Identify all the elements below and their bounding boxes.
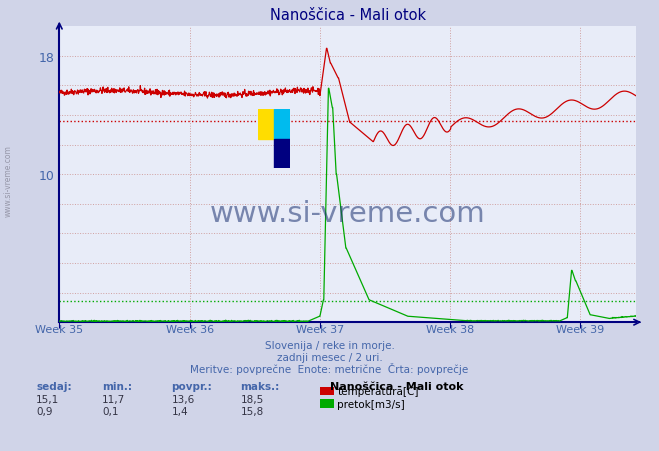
Text: 15,1: 15,1 — [36, 394, 59, 404]
Text: Week 38: Week 38 — [426, 324, 474, 334]
Text: Slovenija / reke in morje.: Slovenija / reke in morje. — [264, 341, 395, 350]
Text: Meritve: povprečne  Enote: metrične  Črta: povprečje: Meritve: povprečne Enote: metrične Črta:… — [190, 363, 469, 375]
Text: min.:: min.: — [102, 381, 132, 391]
Text: Week 35: Week 35 — [35, 324, 84, 334]
Text: 11,7: 11,7 — [102, 394, 125, 404]
Text: Week 39: Week 39 — [556, 324, 604, 334]
Text: 0,9: 0,9 — [36, 406, 53, 416]
Text: povpr.:: povpr.: — [171, 381, 212, 391]
Text: 0,1: 0,1 — [102, 406, 119, 416]
Text: www.si-vreme.com: www.si-vreme.com — [210, 199, 486, 227]
Text: 15,8: 15,8 — [241, 406, 264, 416]
Text: maks.:: maks.: — [241, 381, 280, 391]
Text: pretok[m3/s]: pretok[m3/s] — [337, 399, 405, 409]
Text: Week 36: Week 36 — [165, 324, 214, 334]
Text: 13,6: 13,6 — [171, 394, 194, 404]
Text: sedaj:: sedaj: — [36, 381, 72, 391]
Text: temperatura[C]: temperatura[C] — [337, 387, 419, 396]
Text: Nanoščica - Mali otok: Nanoščica - Mali otok — [330, 381, 463, 391]
Title: Nanoščica - Mali otok: Nanoščica - Mali otok — [270, 8, 426, 23]
Text: 1,4: 1,4 — [171, 406, 188, 416]
Text: zadnji mesec / 2 uri.: zadnji mesec / 2 uri. — [277, 352, 382, 362]
Text: Week 37: Week 37 — [296, 324, 344, 334]
Text: 18,5: 18,5 — [241, 394, 264, 404]
Text: www.si-vreme.com: www.si-vreme.com — [3, 144, 13, 216]
